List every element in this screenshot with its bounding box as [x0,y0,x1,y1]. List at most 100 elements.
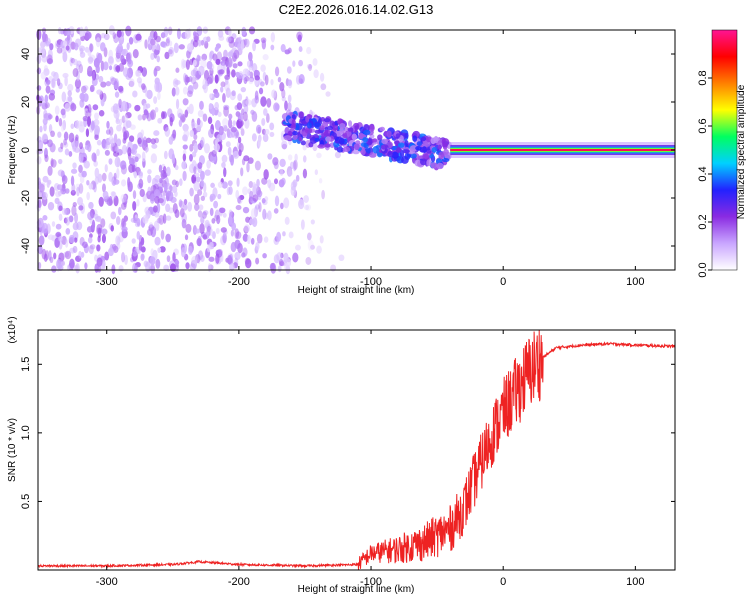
spectrogram-cell [412,135,418,142]
spectrogram-cell [260,37,267,44]
spectrogram-cell [260,96,267,107]
spectrogram-cell [42,215,48,221]
spectrogram-cell [116,29,122,38]
spectrogram-cell [178,119,183,127]
spectrogram-cell [287,47,292,54]
spectrogram-cell [70,175,75,187]
spectrogram-cell [88,57,94,63]
spectrogram-cell [99,42,106,52]
spectrogram-cell [248,218,255,225]
spectrogram-cell [351,133,358,141]
spectrogram-cell [276,231,282,242]
spectrogram-cell [226,66,230,75]
spectrogram-x-label: Height of straight line (km) [298,285,415,296]
spectrogram-cell [111,264,116,275]
spectrogram-cell [130,124,136,130]
spectrogram-cell [182,86,188,95]
spectrogram-cell [102,190,109,200]
spectrogram-cell [132,200,137,211]
spectrogram-cell [114,156,121,168]
spectrogram-cell [198,65,205,76]
spectrogram-cell [86,191,90,201]
spectrogram-cell [128,37,134,45]
spectrogram-cell [72,201,77,208]
spectrogram-cell [304,127,313,134]
spectrogram-cell [158,164,163,173]
spectrogram-cell [246,234,251,245]
spectrogram-cell [165,166,171,177]
spectrogram-cell [230,229,235,237]
spectrogram-cell [36,29,42,41]
spectrogram-cell [235,71,240,78]
spectrogram-cell [87,103,92,113]
spectrogram-cell [64,250,72,260]
spectrogram-cell [296,31,303,41]
spectrogram-cell [416,141,423,147]
spectrogram-cell [80,251,85,258]
spectrogram-cell [38,235,45,246]
spectrogram-cell [168,49,173,55]
spectrogram-cell [153,96,158,104]
spectrogram-cell [78,45,86,52]
spectrogram-cell [223,167,227,178]
spectrogram-cell [419,158,428,166]
spectrogram-cell [260,81,265,87]
spectrogram-cell [149,190,156,202]
spectrogram-cell [68,151,73,157]
spectrogram-cell [78,205,84,211]
spectrogram-cell [65,45,70,51]
spectrogram-cell [212,53,218,61]
spectrogram-cell [157,247,162,253]
spectrogram-cell [168,46,175,57]
spectrogram-cell [58,158,63,165]
spectrogram-cell [96,148,100,157]
spectrogram-cell [138,241,143,251]
spectrogram-cell [79,142,83,150]
spectrogram-cell [302,155,307,163]
y-tick-label: 20 [20,96,32,108]
spectrogram-cell [108,195,113,206]
spectrogram-cell [72,245,78,254]
spectrogram-cell [78,124,85,133]
spectrogram-cell [108,171,113,182]
spectrogram-cell [207,262,212,273]
spectrogram-cell [200,39,205,46]
spectrogram-cell [87,211,94,221]
spectrogram-cell [213,143,220,152]
spectrogram-cell [277,76,282,83]
spectrogram-cell [141,151,146,163]
spectrogram-cell [213,200,219,209]
spectrogram-cell [94,167,100,179]
spectrogram-cell [56,47,63,54]
x-tick-label: -300 [96,276,118,288]
spectrogram-cell [101,138,107,149]
spectrogram-cell [172,252,176,263]
spectrogram-cell [62,40,68,47]
spectrogram-cell [144,90,150,98]
spectrogram-cell [173,42,179,54]
spectrogram-cell [196,176,201,183]
spectrogram-cell [267,153,273,160]
spectrogram-cell [270,262,277,274]
spectrogram-cell [68,234,75,244]
spectrogram-cell [55,223,62,230]
spectrogram-cell [62,119,67,131]
spectrogram-cell [293,159,298,170]
spectrogram-cell [240,128,245,136]
spectrogram-cell [209,241,214,248]
spectrogram-cell [132,250,138,257]
spectrogram-cell [208,128,214,139]
spectrogram-cell [319,235,324,244]
spectrogram-cell [206,60,213,70]
spectrogram-cell [39,125,43,133]
spectrogram-cell [441,138,450,146]
spectrogram-cell [163,264,170,272]
spectrogram-cell [192,259,198,269]
spectrogram-cell [87,236,93,244]
spectrogram-cell [125,120,132,129]
spectrogram-cell [143,109,148,116]
spectrogram-cell [281,143,288,150]
spectrogram-cell [91,69,97,81]
spectrogram-cell [217,29,224,38]
